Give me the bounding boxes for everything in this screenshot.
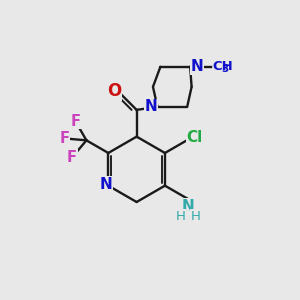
Text: H: H [176, 210, 186, 223]
Text: N: N [190, 59, 203, 74]
Text: F: F [70, 113, 80, 128]
Text: CH: CH [212, 60, 233, 73]
Text: F: F [59, 131, 69, 146]
Text: Cl: Cl [187, 130, 203, 146]
Text: O: O [107, 82, 121, 100]
Text: F: F [67, 150, 77, 165]
Text: H: H [191, 210, 201, 223]
Text: N: N [182, 199, 195, 214]
Text: N: N [100, 177, 112, 192]
Text: N: N [145, 99, 157, 114]
Text: 3: 3 [221, 64, 229, 74]
